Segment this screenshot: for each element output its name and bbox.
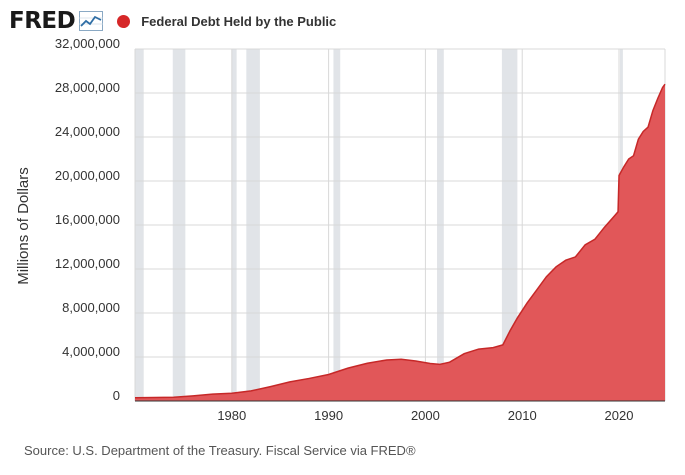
y-tick-label: 4,000,000 [62,344,120,359]
x-tick-label: 2000 [411,408,440,423]
x-axis-ticks: 1980 1990 2000 2010 2020 [217,408,633,423]
y-tick-label: 24,000,000 [55,124,120,139]
fred-logo[interactable]: FRED [9,8,76,34]
x-tick-label: 1990 [314,408,343,423]
series-title[interactable]: Federal Debt Held by the Public [141,13,337,29]
x-tick-label: 2020 [605,408,634,423]
y-tick-label: 32,000,000 [55,36,120,51]
source-note: Source: U.S. Department of the Treasury.… [24,443,416,458]
y-tick-label: 8,000,000 [62,300,120,315]
y-tick-label: 0 [113,388,120,403]
chart-header: FRED Federal Debt Held by the Public [9,8,336,34]
line-chart-icon [79,11,104,31]
y-axis-label: Millions of Dollars [15,167,32,285]
y-axis-ticks: 0 4,000,000 8,000,000 12,000,000 16,000,000 2… [55,36,120,403]
legend-marker [117,14,131,28]
y-tick-label: 20,000,000 [55,168,120,183]
x-tick-label: 1980 [217,408,246,423]
y-tick-label: 28,000,000 [55,80,120,95]
y-tick-label: 16,000,000 [55,212,120,227]
x-tick-label: 2010 [508,408,537,423]
y-tick-label: 12,000,000 [55,256,120,271]
series-area [135,84,665,401]
series-line [134,83,666,399]
